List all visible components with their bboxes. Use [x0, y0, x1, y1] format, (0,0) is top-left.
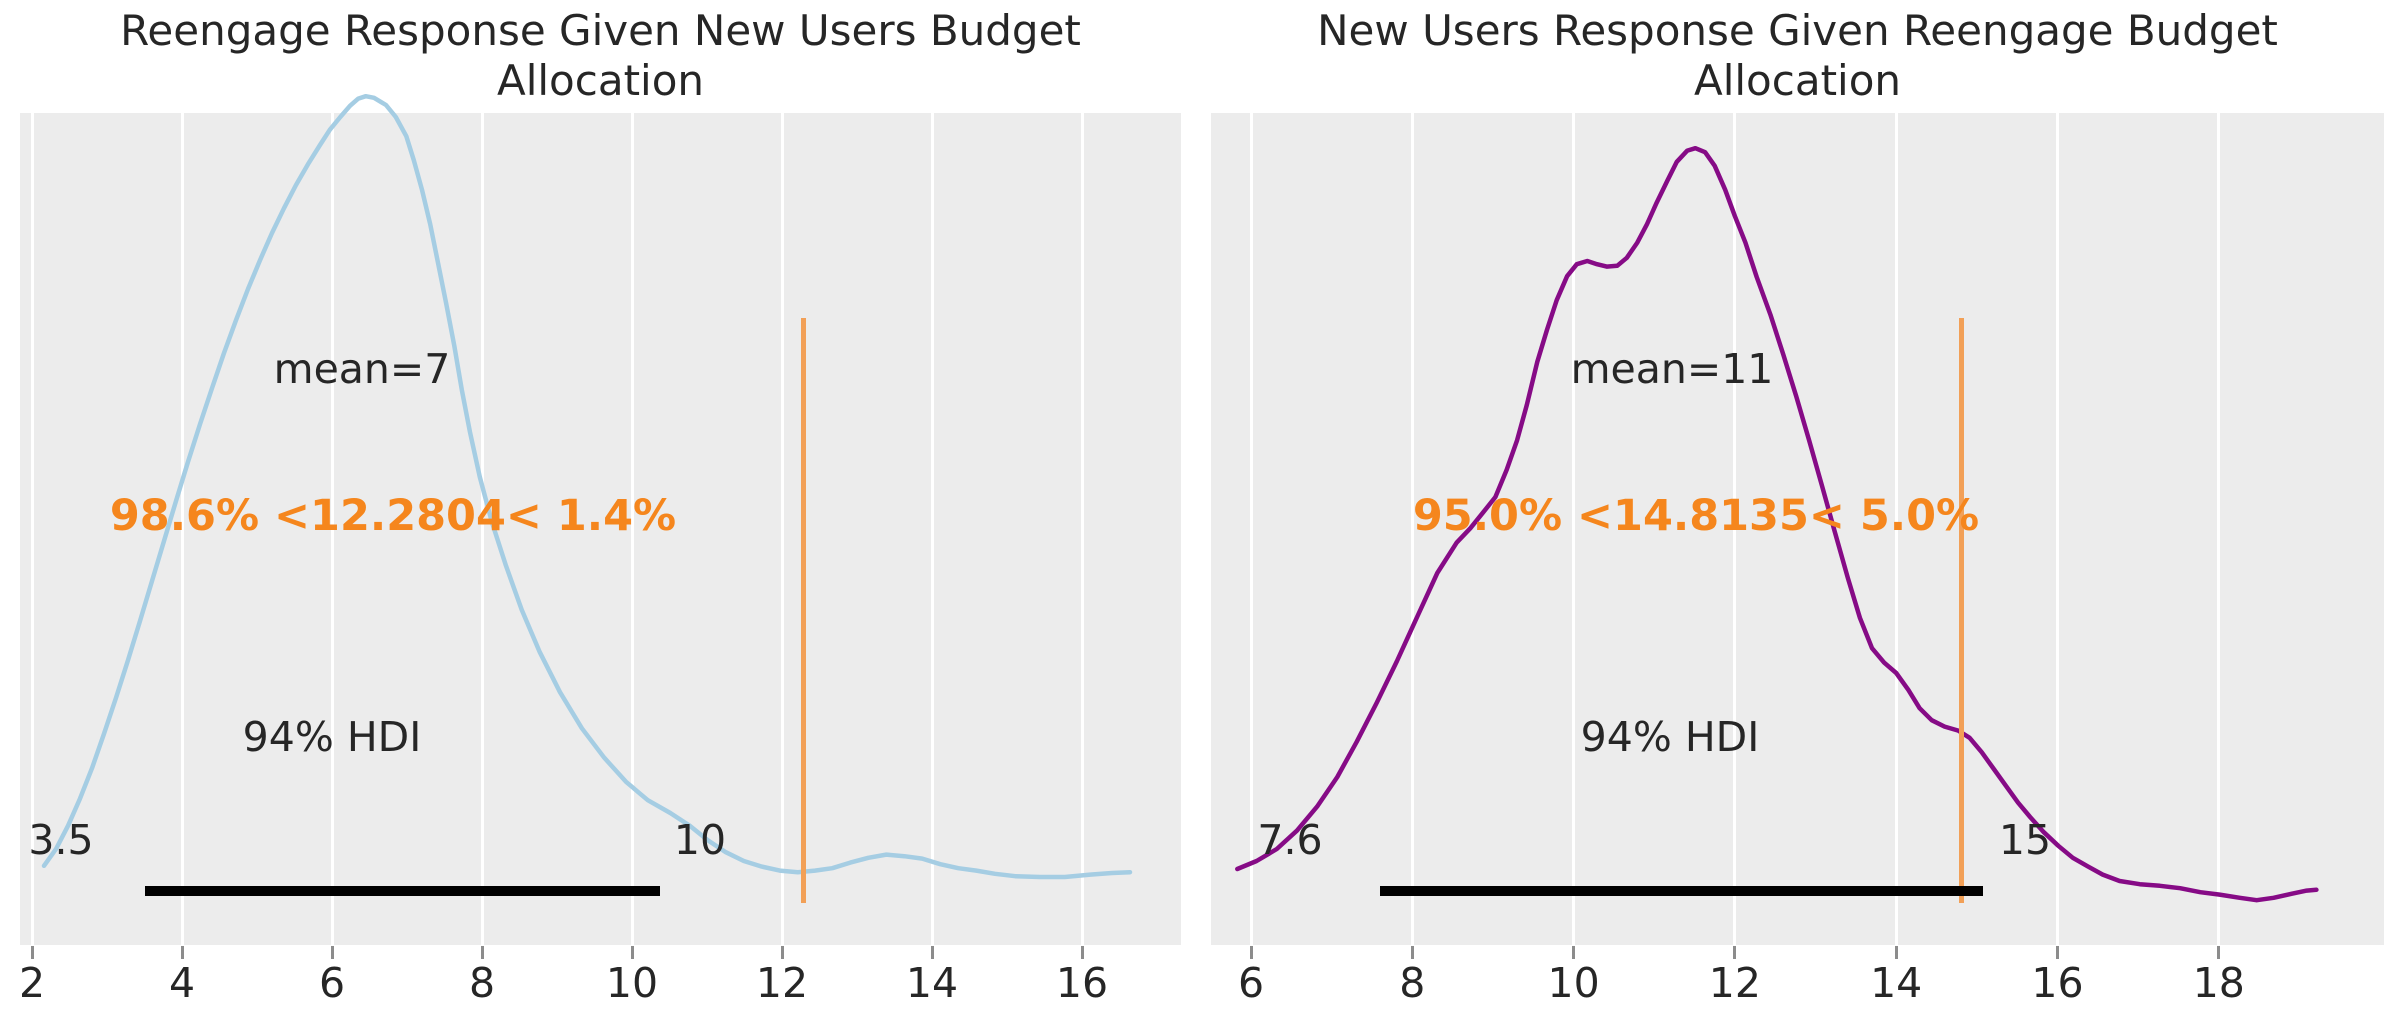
x-tick-label: 12 [755, 959, 809, 1007]
x-tick-label: 16 [1055, 959, 1109, 1007]
right-panel-title: New Users Response Given Reengage Budget… [1211, 6, 2384, 106]
gridline [1410, 113, 1414, 945]
x-tick-label: 6 [318, 959, 346, 1007]
left-ref-value-text: 98.6% <12.2804< 1.4% [109, 491, 677, 541]
left-kde-curve [41, 93, 1133, 880]
x-tick-mark [2056, 946, 2059, 959]
x-tick-label: 18 [2192, 959, 2245, 1007]
left-ref-value-line [800, 318, 806, 903]
right-kde-curve [1235, 145, 2319, 903]
left-mean-label: mean=7 [273, 345, 451, 393]
x-tick-mark [1894, 946, 1898, 959]
gridline [480, 113, 484, 945]
x-tick-mark [780, 946, 784, 959]
x-tick-mark [1249, 946, 1253, 959]
gridline [630, 113, 634, 945]
x-tick-label: 8 [468, 959, 496, 1007]
right-panel-title-line1: New Users Response Given Reengage Budget [1317, 6, 2278, 55]
left-panel-title-line1: Reengage Response Given New Users Budget [120, 6, 1081, 55]
left-hdi-lower-label: 3.5 [28, 816, 94, 864]
left-panel-title-line2: Allocation [496, 56, 705, 105]
x-tick-mark [180, 946, 184, 959]
left-hdi-bar [144, 886, 660, 896]
x-tick-mark [930, 946, 934, 959]
x-tick-label: 10 [605, 959, 659, 1007]
gridline [780, 113, 784, 945]
right-hdi-lower-label: 7.6 [1257, 816, 1323, 864]
gridline [330, 113, 334, 945]
x-tick-mark [1080, 946, 1084, 959]
left-hdi-label: 94% HDI [242, 713, 422, 761]
x-tick-label: 14 [905, 959, 959, 1007]
gridline [930, 113, 934, 945]
right-plot-area: mean=11 95.0% <14.8135< 5.0% 94% HDI 7.6… [1211, 113, 2384, 1007]
gridline [1572, 113, 1576, 945]
x-tick-label: 10 [1547, 959, 1600, 1007]
x-tick-mark [330, 946, 334, 959]
x-tick-label: 14 [1870, 959, 1923, 1007]
gridline [30, 113, 34, 945]
x-tick-mark [1572, 946, 1576, 959]
x-tick-mark [480, 946, 484, 959]
left-panel-title: Reengage Response Given New Users Budget… [20, 6, 1181, 106]
gridline [2056, 113, 2059, 945]
x-tick-mark [630, 946, 634, 959]
x-tick-mark [30, 946, 34, 959]
right-mean-label: mean=11 [1570, 345, 1774, 393]
x-tick-label: 6 [1237, 959, 1265, 1007]
gridline [1733, 113, 1737, 945]
right-hdi-upper-label: 15 [1998, 816, 2052, 864]
right-hdi-bar [1380, 886, 1984, 896]
x-tick-label: 2 [18, 959, 46, 1007]
x-tick-mark [1733, 946, 1737, 959]
right-hdi-label: 94% HDI [1580, 713, 1760, 761]
x-tick-label: 16 [2031, 959, 2084, 1007]
gridline [180, 113, 184, 945]
x-tick-label: 12 [1708, 959, 1761, 1007]
right-ref-value-text: 95.0% <14.8135< 5.0% [1412, 491, 1980, 541]
gridline [1249, 113, 1253, 945]
gridline [1894, 113, 1898, 945]
gridline [1080, 113, 1084, 945]
gridline [2217, 113, 2221, 945]
x-tick-mark [2217, 946, 2221, 959]
left-hdi-upper-label: 10 [673, 816, 727, 864]
x-tick-label: 8 [1399, 959, 1426, 1007]
x-tick-mark [1410, 946, 1414, 959]
x-tick-label: 4 [168, 959, 196, 1007]
left-plot-area: mean=7 98.6% <12.2804< 1.4% 94% HDI 3.5 … [19, 93, 1181, 1007]
right-ref-value-line [1959, 318, 1965, 903]
right-panel-title-line2: Allocation [1693, 56, 1902, 105]
